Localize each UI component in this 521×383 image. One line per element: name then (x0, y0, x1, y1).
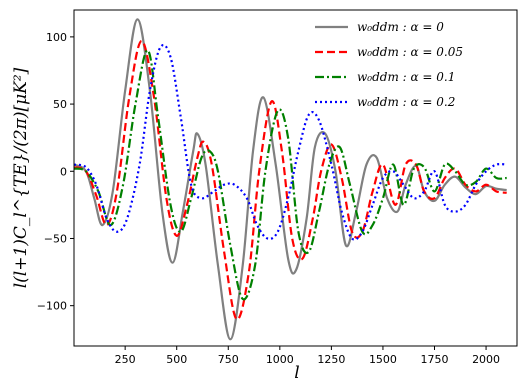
x-tick-label: 500 (166, 353, 187, 366)
legend-label-4: w₀ddm : α = 0.2 (357, 95, 455, 109)
legend-label-1: w₀ddm : α = 0 (357, 20, 444, 34)
series-line-2 (74, 39, 507, 321)
x-axis: 250 500 750 1000 1250 1500 1750 2000 (115, 346, 500, 366)
y-axis: −100 −50 0 50 100 (37, 31, 74, 313)
y-tick-label: 0 (60, 165, 67, 178)
x-tick-label: 1750 (421, 353, 449, 366)
y-tick-label: 50 (53, 98, 67, 111)
plot-frame (73, 9, 518, 347)
x-tick-label: 750 (218, 353, 239, 366)
y-axis-label: l(l+1)C_l^{TE}/(2π)[μK²] (11, 67, 31, 288)
legend-label-2: w₀ddm : α = 0.05 (357, 45, 463, 59)
legend-label-3: w₀ddm : α = 0.1 (357, 70, 455, 84)
series-line-4 (74, 43, 507, 241)
series-layer (74, 18, 507, 341)
x-tick-label: 1500 (369, 353, 397, 366)
x-tick-label: 250 (115, 353, 136, 366)
x-tick-label: 1250 (317, 353, 345, 366)
y-tick-label: −100 (37, 300, 67, 313)
y-tick-label: 100 (46, 31, 67, 44)
legend: w₀ddm : α = 0 w₀ddm : α = 0.05 w₀ddm : α =… (315, 20, 463, 109)
series-line-1 (74, 18, 507, 341)
x-axis-label: l (294, 363, 299, 383)
y-tick-label: −50 (44, 232, 67, 245)
x-tick-label: 2000 (472, 353, 500, 366)
x-tick-label: 1000 (266, 353, 294, 366)
series-line-3 (74, 49, 507, 301)
